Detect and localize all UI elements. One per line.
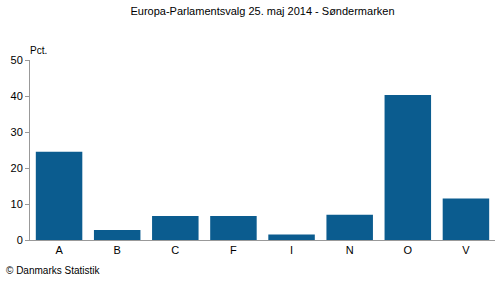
svg-text:B: B <box>114 244 121 256</box>
svg-text:50: 50 <box>11 54 23 66</box>
svg-text:30: 30 <box>11 126 23 138</box>
svg-text:© Danmarks Statistik: © Danmarks Statistik <box>6 265 101 276</box>
svg-text:Pct.: Pct. <box>30 45 47 56</box>
svg-text:40: 40 <box>11 90 23 102</box>
svg-text:O: O <box>404 244 413 256</box>
svg-text:N: N <box>346 244 354 256</box>
svg-text:0: 0 <box>17 234 23 246</box>
svg-text:A: A <box>55 244 63 256</box>
svg-text:20: 20 <box>11 162 23 174</box>
svg-text:V: V <box>462 244 470 256</box>
svg-text:Europa-Parlamentsvalg 25. maj: Europa-Parlamentsvalg 25. maj 2014 - Søn… <box>130 5 394 17</box>
svg-text:C: C <box>171 244 179 256</box>
svg-text:10: 10 <box>11 198 23 210</box>
svg-text:F: F <box>230 244 237 256</box>
svg-text:I: I <box>290 244 293 256</box>
